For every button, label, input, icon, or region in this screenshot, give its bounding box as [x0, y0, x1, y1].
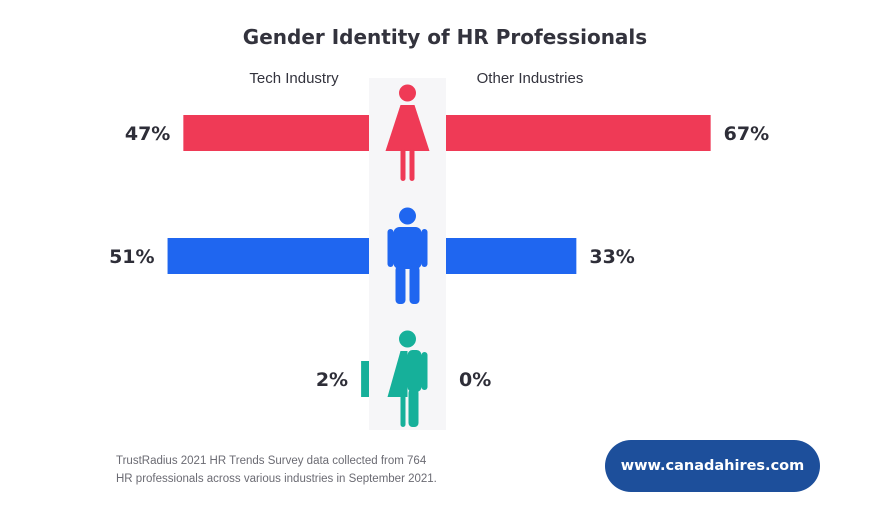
- chart-title: Gender Identity of HR Professionals: [243, 25, 647, 49]
- female-icon-leg-right: [409, 149, 415, 181]
- bar-tech-2: [167, 238, 369, 274]
- bar-tech-1: [183, 115, 369, 151]
- male-icon-arm-right: [421, 229, 428, 267]
- nonbinary-icon-head: [399, 330, 416, 348]
- nonbinary-icon: [387, 330, 428, 427]
- female-icon-head: [399, 84, 416, 102]
- male-icon-torso: [393, 227, 422, 269]
- nonbinary-icon-torso-half: [407, 350, 422, 392]
- male-icon-arm-left: [387, 229, 394, 267]
- nonbinary-icon-arm-right: [421, 352, 428, 390]
- value-label-other-3: 0%: [459, 369, 491, 391]
- value-label-other-2: 33%: [589, 246, 634, 268]
- footnote: TrustRadius 2021 HR Trends Survey data c…: [116, 452, 476, 488]
- male-icon-leg-left: [395, 266, 406, 304]
- bar-tech-3: [361, 361, 369, 397]
- chart-row-1: 47% 67%: [125, 84, 769, 181]
- chart-row-2: 51% 33%: [109, 207, 635, 304]
- footnote-line-1: TrustRadius 2021 HR Trends Survey data c…: [116, 455, 427, 467]
- female-icon: [385, 84, 430, 181]
- female-icon-dress: [385, 105, 430, 151]
- nonbinary-icon-leg-left: [400, 395, 406, 427]
- chart-row-3: 2% 0%: [316, 330, 491, 427]
- nonbinary-icon-dress-half: [387, 351, 408, 397]
- website-badge-link[interactable]: www.canadahires.com: [605, 440, 820, 492]
- male-icon-head: [399, 207, 416, 225]
- value-label-tech-3: 2%: [316, 369, 348, 391]
- column-header-other: Other Industries: [477, 70, 584, 87]
- male-icon: [387, 207, 428, 304]
- bar-other-1: [446, 115, 711, 151]
- female-icon-leg-left: [400, 149, 406, 181]
- male-icon-leg-right: [409, 266, 420, 304]
- value-label-tech-1: 47%: [125, 123, 170, 145]
- footnote-line-2: HR professionals across various industri…: [116, 473, 437, 485]
- value-label-other-1: 67%: [724, 123, 769, 145]
- column-header-tech: Tech Industry: [249, 70, 339, 87]
- value-label-tech-2: 51%: [109, 246, 154, 268]
- nonbinary-icon-leg-right: [408, 389, 419, 427]
- bar-other-2: [446, 238, 577, 274]
